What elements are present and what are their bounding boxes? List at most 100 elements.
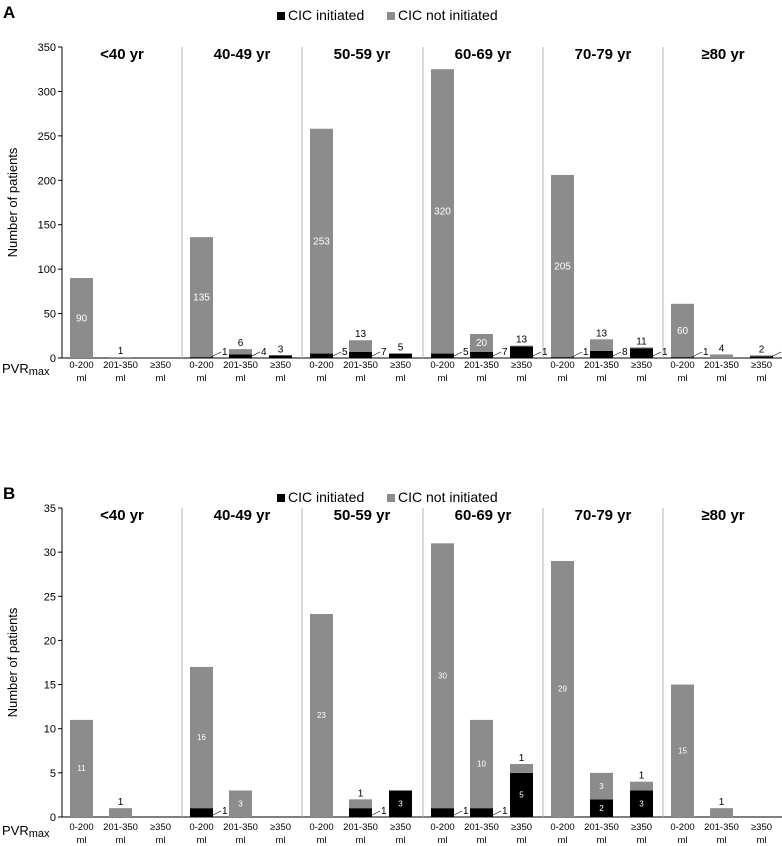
y-tick-label: 350 <box>38 42 56 54</box>
data-label: 13 <box>596 328 608 339</box>
x-category-unit: ml <box>437 835 447 846</box>
leader-line <box>451 810 463 817</box>
y-tick-label: 0 <box>50 812 56 824</box>
bar-not-initiated <box>510 345 533 347</box>
data-label: 1 <box>519 753 525 764</box>
data-label: 11 <box>636 336 647 347</box>
data-label: 60 <box>677 326 689 337</box>
x-category-label: ≥350 <box>390 360 411 371</box>
age-group: <40 yr 0-200 ml 90 201-350 ml 1 ≥350 ml <box>69 46 171 384</box>
y-tick-label: 50 <box>44 309 56 321</box>
age-group-label: 40-49 yr <box>214 46 271 63</box>
x-category-unit: ml <box>196 373 206 384</box>
x-category-unit: ml <box>355 373 365 384</box>
panel-b: B CIC initiated CIC not initiated Number of… <box>2 484 782 846</box>
x-category-unit: ml <box>677 373 687 384</box>
bar-initiated <box>590 799 613 817</box>
leader-line <box>249 351 261 358</box>
x-category-unit: ml <box>235 373 245 384</box>
age-group-label: ≥80 yr <box>701 507 744 524</box>
bar-not-initiated <box>551 560 574 817</box>
age-group: ≥80 yr 0-200 ml 15 201-350 ml 1 ≥350 ml <box>670 507 772 846</box>
bar-not-initiated <box>431 543 454 809</box>
x-axis-title-suffix: max <box>29 828 50 840</box>
bar-initiated <box>750 356 773 358</box>
bar-not-initiated <box>470 719 493 809</box>
bar-not-initiated <box>109 808 132 817</box>
y-tick-label: 15 <box>44 680 56 692</box>
data-label: 11 <box>77 764 86 773</box>
x-category-unit: ml <box>316 373 326 384</box>
bar-initiated <box>510 772 533 817</box>
bar-initiated <box>470 808 493 817</box>
age-group-label: 50-59 yr <box>334 507 391 524</box>
data-label-secondary: 1 <box>583 347 589 358</box>
leader-line <box>691 351 703 358</box>
bar-initiated <box>310 353 333 358</box>
leader-line <box>369 810 381 817</box>
data-label: 1 <box>118 346 124 357</box>
x-category-label: 0-200 <box>69 822 93 833</box>
leader-line <box>610 351 622 358</box>
legend-label-not-initiated: CIC not initiated <box>398 7 498 23</box>
age-group-label: <40 yr <box>100 46 144 63</box>
x-category-label: 201-350 <box>704 822 739 833</box>
bar-initiated <box>630 348 653 358</box>
bar-not-initiated <box>109 357 132 358</box>
age-group-label: 40-49 yr <box>214 507 271 524</box>
x-category-label: 201-350 <box>584 822 619 833</box>
bar-initiated <box>590 350 613 358</box>
x-category-unit: ml <box>476 373 486 384</box>
y-tick-label: 25 <box>44 591 56 603</box>
data-label-secondary: 1 <box>542 347 548 358</box>
x-category-unit: ml <box>437 373 447 384</box>
data-label-secondary: 1 <box>502 806 508 817</box>
bar-not-initiated <box>310 613 333 817</box>
bar-initiated <box>470 351 493 358</box>
data-label: 23 <box>317 711 326 720</box>
bar-not-initiated <box>349 799 372 809</box>
legend: CIC initiated CIC not initiated <box>277 489 498 505</box>
data-label: 10 <box>477 760 486 769</box>
bar-initiated <box>551 357 574 358</box>
bar-not-initiated <box>70 278 93 358</box>
x-category-label: ≥350 <box>150 822 171 833</box>
data-label: 3 <box>599 782 604 791</box>
x-category-unit: ml <box>476 835 486 846</box>
data-label: 20 <box>476 338 488 349</box>
bar-not-initiated <box>671 684 694 817</box>
x-category-label: 201-350 <box>584 360 619 371</box>
leader-line <box>571 351 583 358</box>
legend-swatch-initiated <box>277 12 285 20</box>
x-category-label: 201-350 <box>343 822 378 833</box>
x-category-unit: ml <box>76 373 86 384</box>
y-tick-label: 100 <box>38 264 56 276</box>
bar-initiated <box>510 346 533 358</box>
x-category-unit: ml <box>716 373 726 384</box>
x-category-unit: ml <box>756 373 766 384</box>
leader-line <box>530 351 542 358</box>
data-label: 13 <box>516 335 528 346</box>
x-category-label: 0-200 <box>550 360 574 371</box>
x-category-label: ≥350 <box>751 360 772 371</box>
data-label: 320 <box>434 207 451 218</box>
leader-line <box>210 351 222 358</box>
data-label-secondary: 1 <box>222 806 228 817</box>
legend-swatch-initiated <box>277 494 285 502</box>
x-category-label: ≥350 <box>751 822 772 833</box>
x-category-label: 201-350 <box>343 360 378 371</box>
x-category-label: ≥350 <box>511 360 532 371</box>
bar-not-initiated <box>630 781 653 791</box>
data-label-secondary: 8 <box>622 347 628 358</box>
x-category-label: 201-350 <box>223 360 258 371</box>
x-category-label: 0-200 <box>189 360 213 371</box>
x-category-unit: ml <box>115 835 125 846</box>
x-category-unit: ml <box>636 835 646 846</box>
bar-initiated <box>671 357 694 358</box>
x-category-unit: ml <box>355 835 365 846</box>
x-category-label: 0-200 <box>309 360 333 371</box>
data-label-secondary: 5 <box>342 347 348 358</box>
bar-not-initiated <box>70 719 93 817</box>
data-label: 3 <box>278 344 284 355</box>
